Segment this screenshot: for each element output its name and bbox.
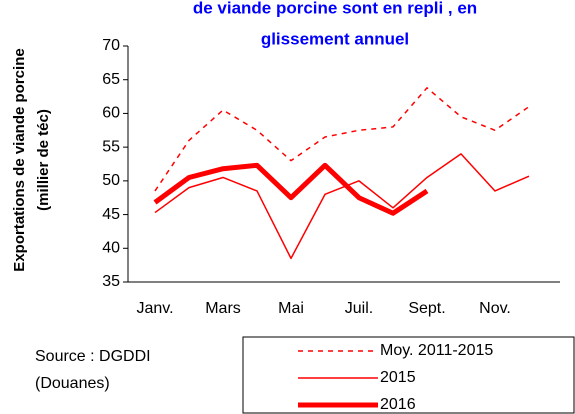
line-series (154, 87, 530, 192)
x-tick-label: Sept. (408, 300, 445, 317)
line-series (154, 153, 530, 260)
x-tick-label: Mars (205, 300, 241, 317)
y-tick-label: 60 (102, 105, 120, 122)
legend-label: Moy. 2011-2015 (380, 342, 493, 359)
y-tick-label: 55 (102, 138, 120, 155)
y-tick-label: 70 (102, 37, 120, 54)
legend-box (242, 336, 575, 414)
y-tick-label: 45 (102, 206, 120, 223)
chart-title: glissement annuel (261, 29, 409, 48)
legend-label: 2015 (380, 369, 416, 386)
source: (Douanes) (35, 375, 110, 392)
x-tick-label: Nov. (479, 300, 511, 317)
line-series (153, 162, 429, 216)
chart-title: de viande porcine sont en repli , en (193, 0, 477, 17)
x-tick-label: Janv. (136, 300, 173, 317)
y-tick-label: 40 (102, 240, 120, 257)
y-tick-label: 65 (102, 71, 120, 88)
source: Source : DGDDI (35, 348, 151, 365)
y-axis-label: (millier de téc) (35, 109, 52, 211)
y-axis-label: Exportations de viande porcine (11, 48, 28, 271)
x-tick-label: Mai (278, 300, 304, 317)
legend-label: 2016 (380, 396, 416, 413)
y-tick-label: 50 (102, 172, 120, 189)
x-tick-label: Juil. (345, 300, 373, 317)
y-tick-label: 35 (102, 273, 120, 290)
